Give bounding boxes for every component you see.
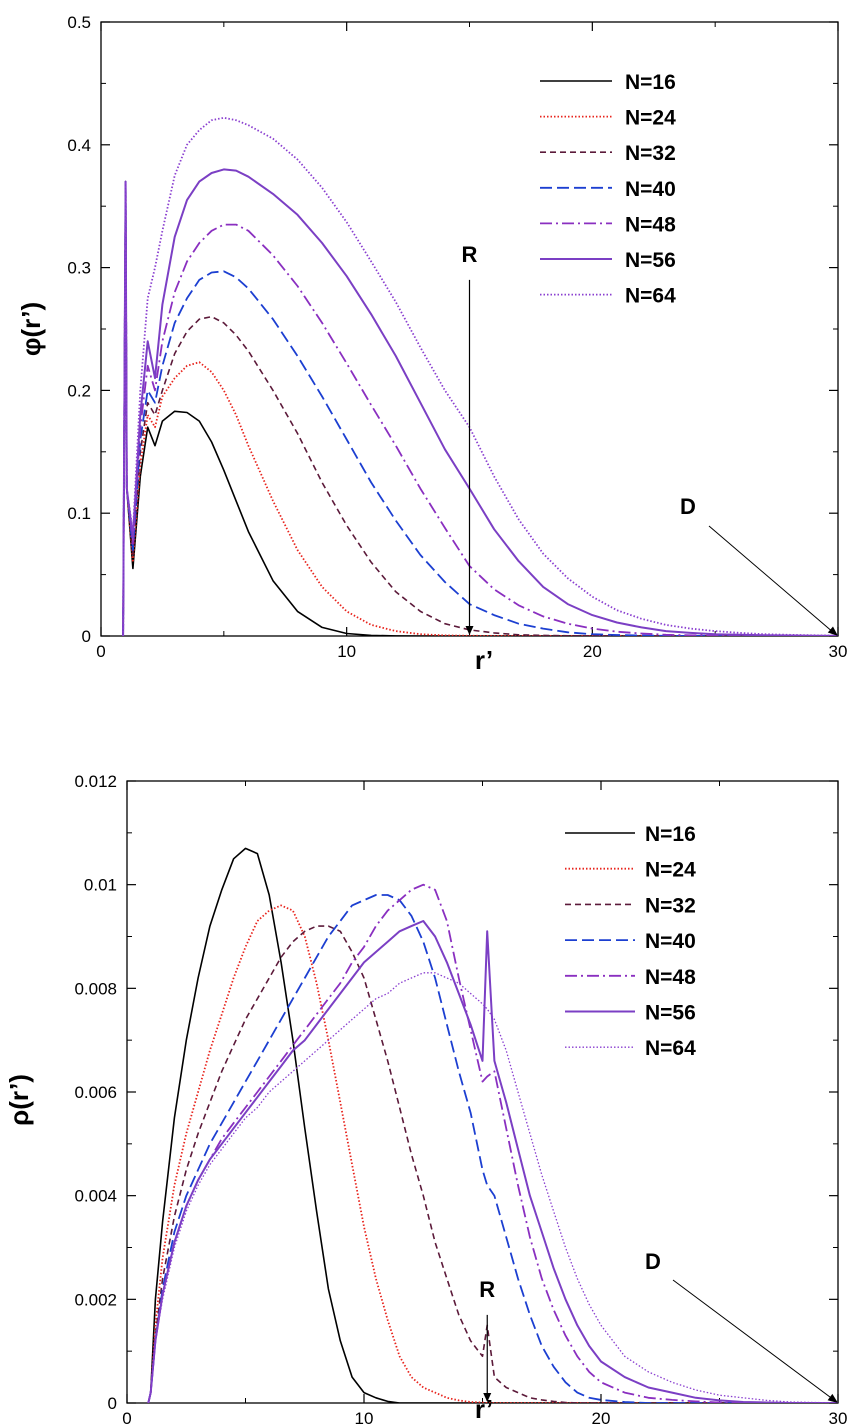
legend-label: N=32	[625, 142, 676, 165]
y-axis-label: ρ(r’)	[4, 1074, 34, 1126]
y-tick-label: 0.2	[67, 381, 91, 400]
d-annotation: D	[680, 494, 696, 519]
y-tick-label: 0.008	[74, 979, 117, 998]
legend-label: N=32	[645, 894, 696, 917]
r-arrow-head	[465, 626, 474, 635]
legend-label: N=16	[625, 71, 676, 94]
y-tick-label: 0	[82, 627, 91, 646]
legend-label: N=48	[625, 213, 676, 236]
legend-label: N=56	[625, 249, 676, 272]
y-tick-label: 0.5	[67, 13, 91, 32]
x-tick-label: 20	[583, 642, 602, 661]
x-tick-label: 30	[829, 1409, 848, 1426]
series-line-n-24	[147, 904, 838, 1403]
y-tick-label: 0.006	[74, 1083, 117, 1102]
chart-2: 0 0.002 0.004 0.006 0.008 0.01 0.012 0 10 20 30 r’ ρ…	[4, 772, 847, 1426]
legend-label: N=64	[645, 1037, 696, 1060]
x-tick-label: 10	[337, 642, 356, 661]
y-tick-label: 0.3	[67, 259, 91, 278]
r-annotation: R	[479, 1277, 495, 1302]
y-tick-label: 0.4	[67, 136, 91, 155]
legend-label: N=40	[645, 930, 696, 953]
series-line-n-40	[122, 180, 838, 636]
x-tick-label: 10	[355, 1409, 374, 1426]
legend-label: N=64	[625, 285, 676, 308]
legend-label: N=40	[625, 178, 676, 201]
chart-1: 0 0.1 0.2 0.3 0.4 0.5 0 10 20 30 r’ φ(r’) N=16 N=24 N=…	[16, 13, 847, 675]
x-tick-label: 0	[122, 1409, 131, 1426]
d-annotation: D	[645, 1249, 661, 1274]
y-tick-label: 0.004	[74, 1187, 117, 1206]
x-axis-label: r’	[475, 1394, 493, 1424]
series-line-n-56	[147, 920, 838, 1403]
r-annotation: R	[462, 242, 478, 267]
series-line-n-32	[147, 925, 838, 1403]
series-line-n-24	[122, 180, 838, 636]
y-tick-label: 0.002	[74, 1290, 117, 1309]
series-line-n-40	[147, 894, 838, 1403]
d-arrow-head	[827, 626, 838, 636]
series-line-n-64	[122, 116, 838, 636]
legend-label: N=24	[645, 859, 696, 882]
y-tick-label: 0.012	[74, 772, 117, 791]
legend-label: N=24	[625, 107, 676, 130]
x-tick-label: 30	[829, 642, 848, 661]
series-line-n-64	[147, 972, 838, 1403]
x-tick-label: 20	[592, 1409, 611, 1426]
series-line-n-16	[122, 180, 838, 636]
legend-label: N=56	[645, 1002, 696, 1025]
d-arrow-head	[827, 1393, 838, 1403]
y-tick-label: 0	[108, 1394, 117, 1413]
series-line-n-48	[147, 883, 838, 1403]
d-arrow-line	[708, 525, 835, 634]
d-arrow-line	[672, 1279, 835, 1401]
series-line-n-32	[122, 180, 838, 636]
plot-frame	[126, 780, 839, 1404]
legend-label: N=16	[645, 823, 696, 846]
series-line-n-56	[122, 168, 838, 636]
series-line-n-16	[147, 847, 838, 1403]
y-tick-label: 0.1	[67, 504, 91, 523]
series-line-n-48	[122, 180, 838, 636]
y-tick-label: 0.01	[84, 876, 117, 895]
r-arrow-head	[483, 1393, 492, 1402]
x-axis-label: r’	[475, 645, 493, 675]
legend-label: N=48	[645, 966, 696, 989]
y-axis-label: φ(r’)	[16, 302, 46, 356]
x-tick-label: 0	[96, 642, 105, 661]
